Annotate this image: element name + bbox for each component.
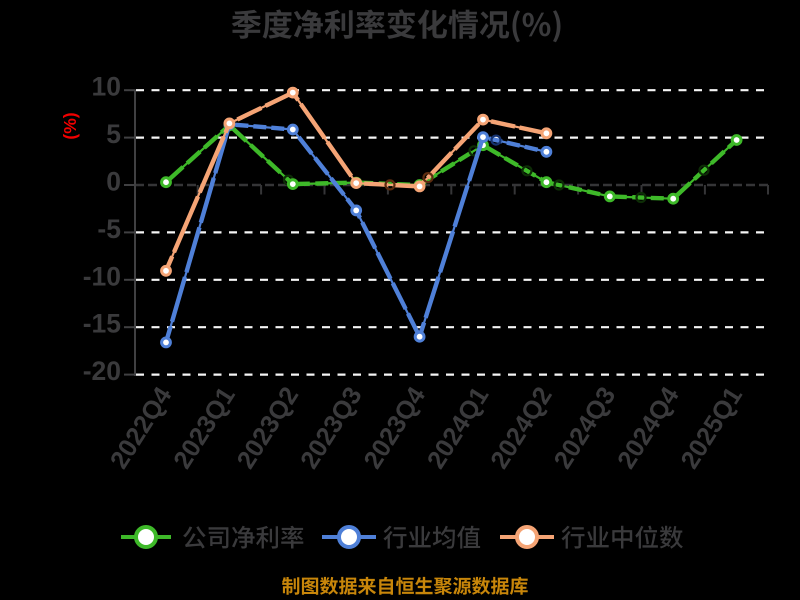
svg-text:5: 5 xyxy=(106,119,121,149)
svg-text:10: 10 xyxy=(92,72,121,102)
svg-text:-15: -15 xyxy=(83,309,121,339)
svg-text:(%): (%) xyxy=(60,112,80,139)
svg-text:-10: -10 xyxy=(83,261,121,291)
svg-text:-20: -20 xyxy=(83,356,121,386)
svg-text:0: 0 xyxy=(106,167,121,197)
svg-text:-5: -5 xyxy=(97,214,121,244)
